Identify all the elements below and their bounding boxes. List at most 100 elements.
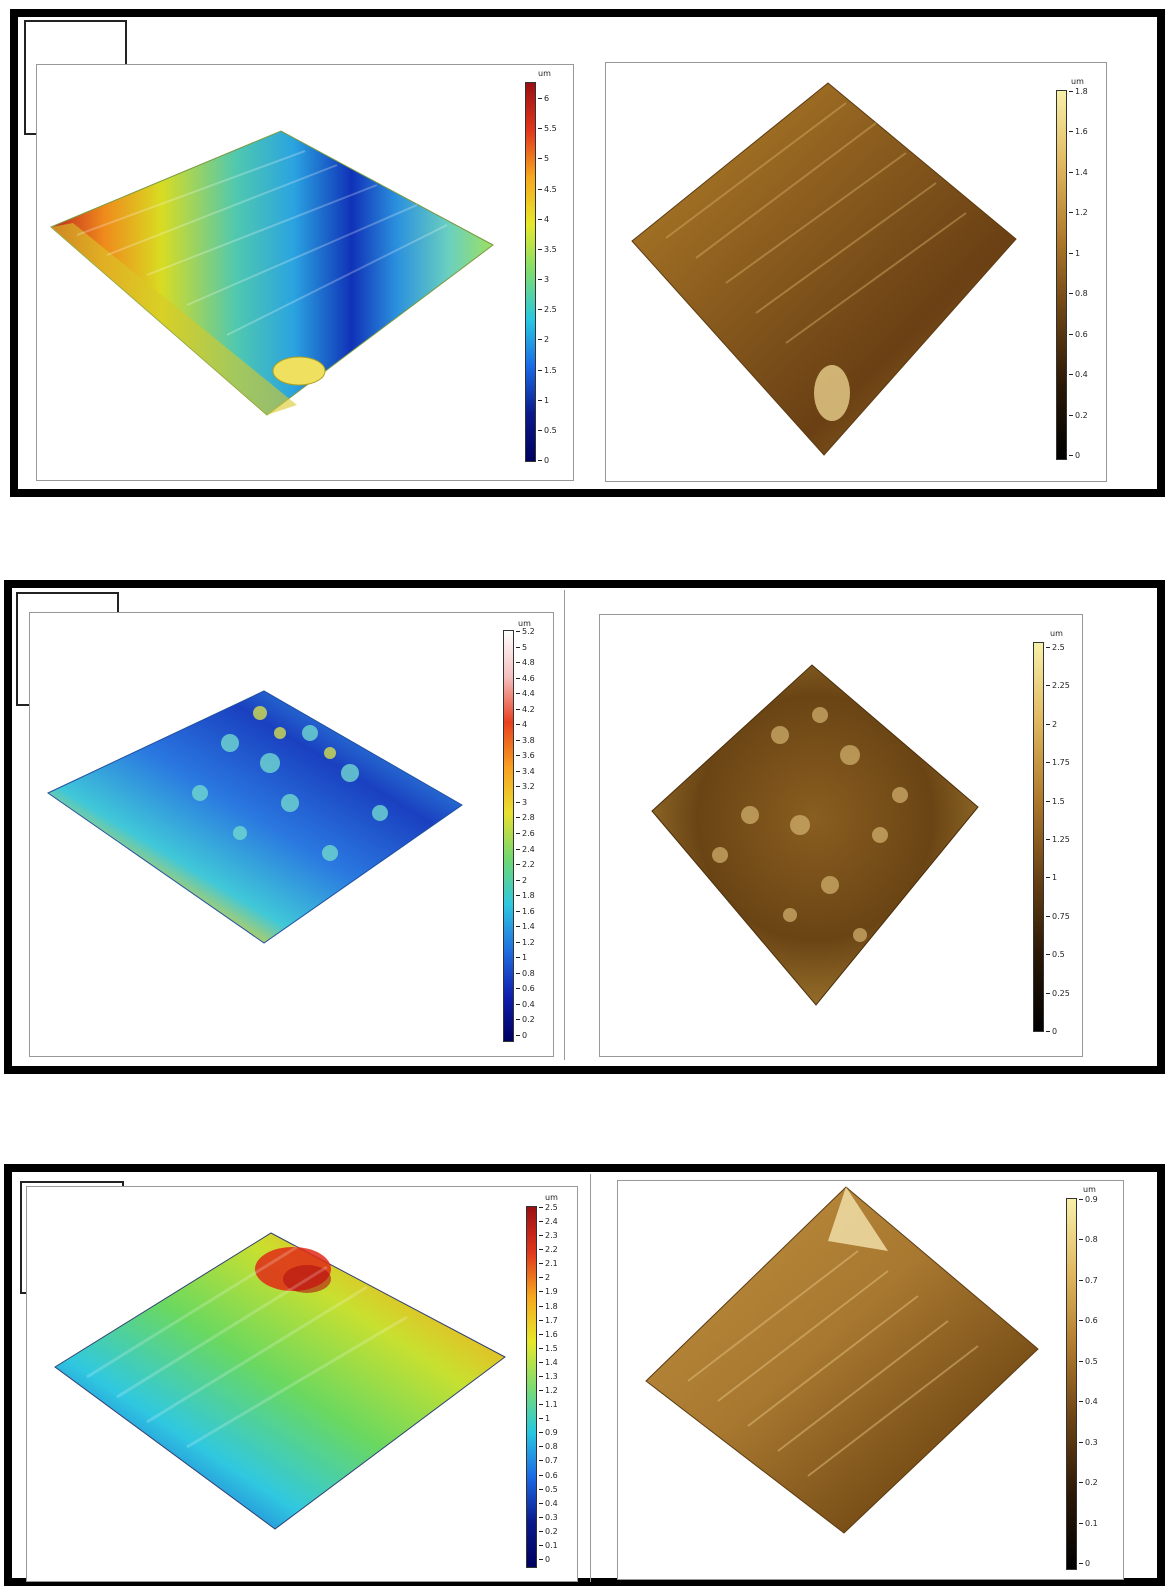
colorbar-b-left [503, 630, 514, 1042]
colorbar-tick-label: 3 [538, 276, 549, 284]
shaded-panel-c [617, 1180, 1124, 1580]
colorbar-tick-label: 0.9 [1079, 1196, 1098, 1204]
colorbar-tick-label: 3.6 [516, 752, 535, 760]
colorbar-tick-label: 1.8 [539, 1302, 558, 1311]
height-map-panel-a [36, 64, 574, 481]
row-c-divider [590, 1174, 591, 1582]
colorbar-tick-label: 5.2 [516, 628, 535, 636]
colorbar-b-right-unit: um [1050, 629, 1063, 638]
colorbar-c-left [526, 1206, 537, 1568]
colorbar-tick-label: 0 [516, 1032, 527, 1040]
height-map-panel-b [29, 612, 554, 1057]
colorbar-tick-label: 2.25 [1046, 682, 1070, 690]
colorbar-a-right [1056, 90, 1067, 460]
colorbar-tick-label: 1.7 [539, 1316, 558, 1325]
colorbar-tick-label: 0.4 [516, 1000, 535, 1009]
colorbar-tick-label: 3.5 [538, 245, 557, 254]
colorbar-tick-label: 3.8 [516, 736, 535, 745]
colorbar-tick-label: 1.2 [539, 1387, 558, 1395]
shaded-surface-c [645, 1186, 1039, 1534]
colorbar-tick-label: 2 [1046, 720, 1057, 729]
height-map-panel-c [26, 1186, 578, 1582]
colorbar-tick-label: 1.4 [1069, 168, 1088, 177]
colorbar-tick-label: 0.4 [1069, 371, 1088, 379]
colorbar-tick-label: 2.5 [538, 306, 557, 314]
colorbar-tick-label: 0.3 [539, 1513, 558, 1522]
colorbar-c-right [1066, 1198, 1077, 1570]
colorbar-tick-label: 1.3 [539, 1372, 558, 1381]
colorbar-tick-label: 2.8 [516, 814, 535, 822]
colorbar-tick-label: 0.8 [539, 1443, 558, 1451]
colorbar-tick-label: 0.7 [539, 1457, 558, 1465]
colorbar-tick-label: 0 [539, 1556, 550, 1564]
shaded-surface-b [651, 664, 979, 1006]
colorbar-tick-label: 4 [516, 721, 527, 729]
colorbar-tick-label: 1.5 [1046, 797, 1065, 806]
colorbar-tick-label: 2 [539, 1274, 550, 1282]
colorbar-tick-label: 1.9 [539, 1288, 558, 1296]
colorbar-tick-label: 3.4 [516, 767, 535, 776]
colorbar-tick-label: 0.75 [1046, 912, 1070, 921]
colorbar-tick-label: 1 [1069, 249, 1080, 258]
colorbar-tick-label: 2 [516, 876, 527, 885]
colorbar-tick-label: 0 [1069, 452, 1080, 460]
colorbar-tick-label: 5.5 [538, 125, 557, 133]
colorbar-tick-label: 2.3 [539, 1232, 558, 1240]
colorbar-tick-label: 2.2 [539, 1246, 558, 1254]
colorbar-c-left-unit: um [545, 1193, 558, 1202]
colorbar-tick-label: 2.5 [539, 1204, 558, 1212]
colorbar-tick-label: 6 [538, 95, 549, 103]
colorbar-tick-label: 0.25 [1046, 989, 1070, 998]
colorbar-a-left [525, 82, 536, 462]
colorbar-tick-label: 1.6 [516, 907, 535, 916]
height-map-surface-c [54, 1232, 506, 1530]
colorbar-tick-label: 2.5 [1046, 644, 1065, 652]
colorbar-tick-label: 0.8 [516, 969, 535, 978]
colorbar-a-left-unit: um [538, 69, 551, 78]
colorbar-tick-label: 5 [516, 643, 527, 652]
colorbar-tick-label: 2.4 [516, 845, 535, 854]
colorbar-tick-label: 4.5 [538, 185, 557, 194]
colorbar-tick-label: 1.1 [539, 1401, 558, 1409]
height-map-surface-a [50, 130, 494, 416]
row-b-divider [564, 590, 565, 1060]
colorbar-tick-label: 4.4 [516, 690, 535, 698]
colorbar-tick-label: 1.25 [1046, 836, 1070, 844]
colorbar-tick-label: 1.8 [516, 892, 535, 900]
colorbar-tick-label: 1 [1046, 874, 1057, 882]
colorbar-tick-label: 0.2 [516, 1016, 535, 1024]
colorbar-tick-label: 0.1 [1079, 1519, 1098, 1528]
height-map-surface-b [47, 690, 463, 944]
shaded-surface-a [631, 82, 1017, 456]
colorbar-tick-label: 1 [539, 1415, 550, 1423]
colorbar-tick-label: 0.3 [1079, 1438, 1098, 1447]
colorbar-tick-label: 1 [538, 396, 549, 405]
colorbar-tick-label: 0 [1079, 1560, 1090, 1568]
colorbar-tick-label: 0 [538, 457, 549, 465]
colorbar-tick-label: 0.4 [539, 1499, 558, 1508]
colorbar-tick-label: 1.8 [1069, 88, 1088, 96]
colorbar-tick-label: 2.1 [539, 1260, 558, 1268]
colorbar-tick-label: 0.4 [1079, 1398, 1098, 1406]
colorbar-tick-label: 1.2 [1069, 209, 1088, 217]
colorbar-tick-label: 1.6 [1069, 128, 1088, 136]
colorbar-tick-label: 4.2 [516, 705, 535, 714]
colorbar-tick-label: 1.75 [1046, 759, 1070, 767]
colorbar-tick-label: 0.5 [539, 1485, 558, 1494]
colorbar-tick-label: 2.4 [539, 1218, 558, 1226]
colorbar-tick-label: 0.5 [1079, 1357, 1098, 1366]
colorbar-b-right [1033, 642, 1044, 1032]
colorbar-tick-label: 1.5 [538, 366, 557, 375]
colorbar-tick-label: 0.2 [1069, 411, 1088, 420]
colorbar-tick-label: 2.2 [516, 861, 535, 869]
colorbar-tick-label: 2.6 [516, 830, 535, 838]
colorbar-tick-label: 2 [538, 336, 549, 344]
colorbar-tick-label: 0.8 [1069, 290, 1088, 298]
colorbar-a-right-unit: um [1071, 77, 1084, 86]
colorbar-b-left-unit: um [518, 619, 531, 628]
colorbar-tick-label: 0.1 [539, 1541, 558, 1550]
colorbar-tick-label: 4.8 [516, 659, 535, 667]
colorbar-tick-label: 0.5 [538, 426, 557, 435]
colorbar-tick-label: 5 [538, 155, 549, 163]
shaded-panel-a [605, 62, 1107, 482]
